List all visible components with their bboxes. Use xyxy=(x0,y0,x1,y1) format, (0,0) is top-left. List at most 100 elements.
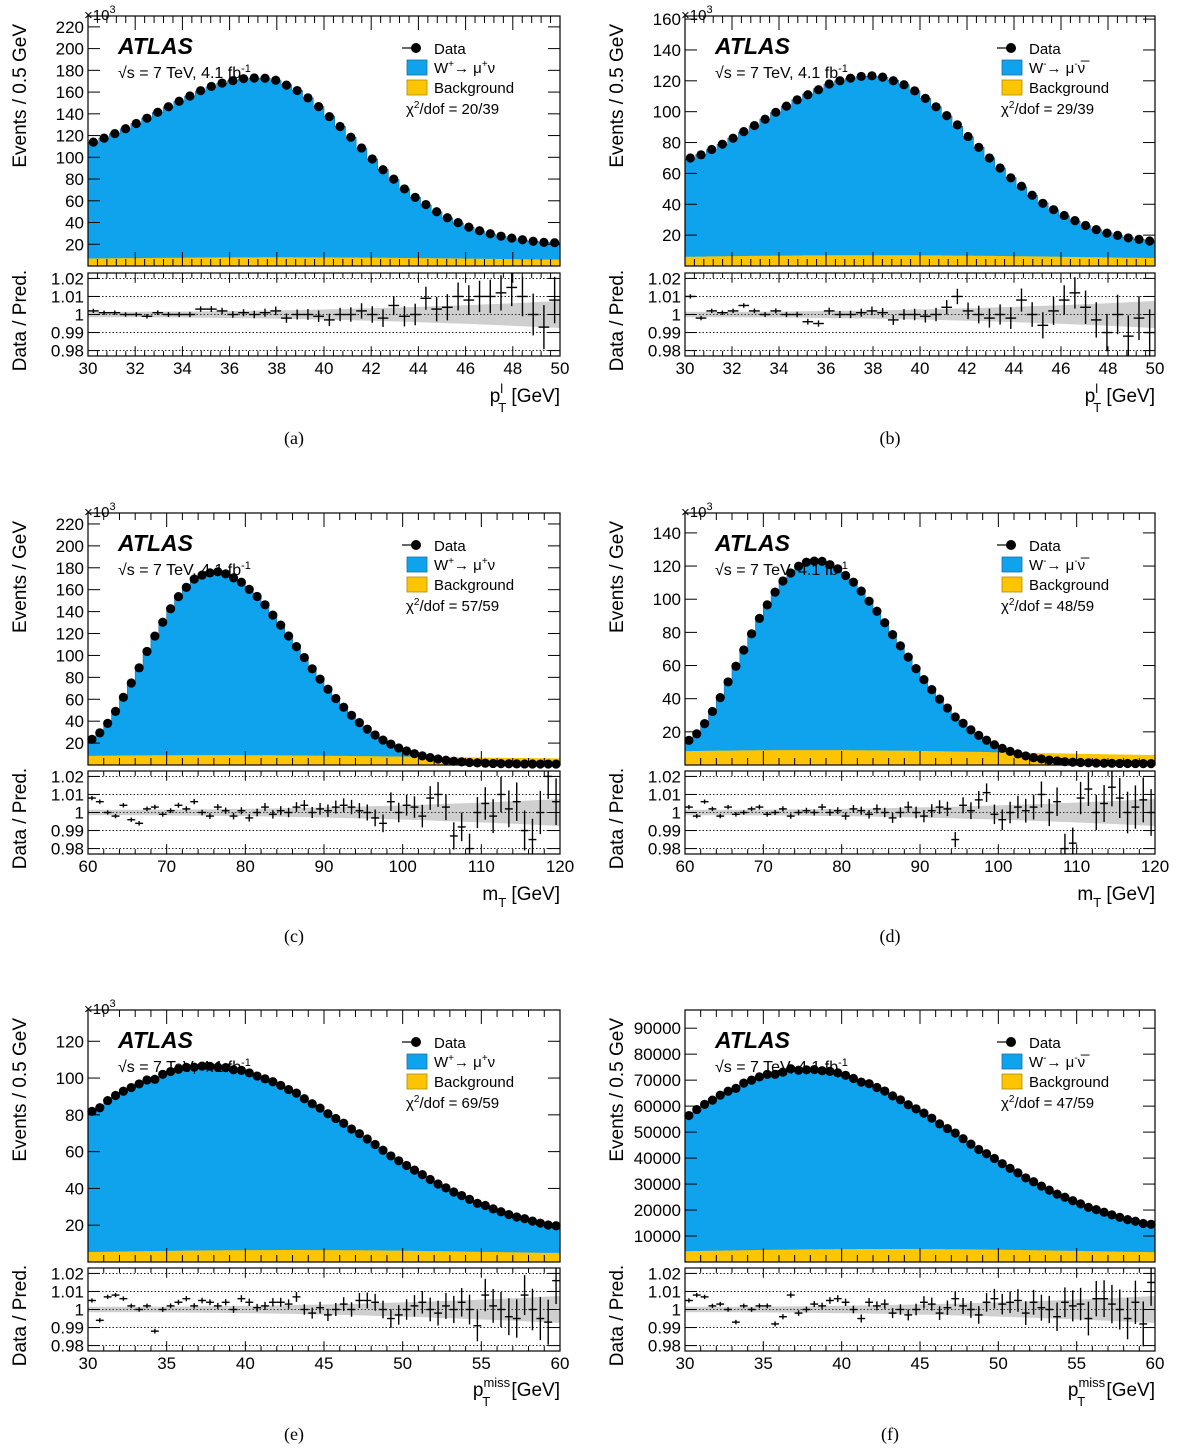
data-point xyxy=(984,153,995,163)
data-point xyxy=(997,1159,1007,1169)
signal-neutrino: ν xyxy=(488,1054,496,1071)
x-tick-label: 35 xyxy=(157,1354,176,1373)
data-point xyxy=(864,1079,874,1089)
x-axis-subscript: T xyxy=(482,1394,490,1409)
sqrt-symbol: √ xyxy=(715,1059,724,1076)
data-point xyxy=(150,1074,160,1084)
energy-text: s = 7 TeV, 4.1 fb xyxy=(127,65,241,82)
data-point xyxy=(335,121,345,132)
energy-text: s = 7 TeV, 4.1 fb xyxy=(127,562,241,579)
data-point xyxy=(1091,225,1101,235)
data-point xyxy=(346,132,356,142)
data-point xyxy=(551,1221,561,1231)
experiment-label: ATLAS xyxy=(714,1027,791,1053)
data-point xyxy=(260,600,270,610)
y-tick-label: 120 xyxy=(653,72,681,91)
data-point xyxy=(370,1139,380,1150)
data-point xyxy=(228,1065,239,1075)
data-point xyxy=(276,1080,286,1091)
y-tick-label: 80 xyxy=(65,668,84,687)
y-tick-label: 220 xyxy=(56,18,84,37)
chi-exponent: 2 xyxy=(414,100,420,111)
chart-panel-c: 20406080100120140160180200220×103Events … xyxy=(10,501,574,947)
legend-signal-label: W-→ μ-ν̅ xyxy=(1029,59,1090,77)
data-point xyxy=(856,586,866,596)
legend-signal-swatch xyxy=(1001,556,1023,573)
y-tick-label: 70000 xyxy=(634,1071,681,1090)
x-tick-label: 50 xyxy=(1146,359,1165,378)
data-point xyxy=(1005,1163,1015,1173)
x-tick-label: 40 xyxy=(315,359,334,378)
y-axis-multiplier: ×103 xyxy=(84,998,116,1018)
ratio-tick-label: 1.01 xyxy=(51,1282,84,1301)
data-point xyxy=(848,577,859,587)
ratio-tick-label: 1.02 xyxy=(51,767,84,786)
chi2-value: /dof = 69/59 xyxy=(419,1095,499,1112)
data-point xyxy=(362,1134,372,1144)
data-point xyxy=(793,1065,804,1075)
data-point xyxy=(1115,758,1125,769)
signal-arrow-muon: → μ xyxy=(454,60,482,77)
data-point xyxy=(880,1086,890,1096)
data-point xyxy=(238,74,249,84)
y-tick-label: 10000 xyxy=(634,1227,681,1246)
data-point xyxy=(394,743,404,753)
data-point xyxy=(1027,190,1037,200)
data-point xyxy=(825,560,835,570)
x-axis-unit: [GeV] xyxy=(506,1380,560,1401)
x-tick-label: 50 xyxy=(393,1354,412,1373)
data-point xyxy=(205,1061,215,1071)
data-point xyxy=(809,1065,819,1075)
data-point xyxy=(771,107,781,117)
signal-neutrino: ν xyxy=(488,557,496,574)
data-point xyxy=(331,693,341,704)
ratio-tick-label: 1 xyxy=(672,306,681,325)
chi2-value: /dof = 29/39 xyxy=(1014,101,1094,118)
data-point xyxy=(449,756,459,766)
data-point xyxy=(453,218,463,228)
data-point xyxy=(496,759,506,769)
x-tick-label: 70 xyxy=(157,857,176,876)
data-point xyxy=(268,1077,278,1087)
data-point xyxy=(856,71,866,82)
y-axis-label: Events / 0.5 GeV xyxy=(607,24,628,168)
signal-neutrino: ν̅ xyxy=(1078,1054,1091,1071)
experiment-label: ATLAS xyxy=(714,530,791,556)
ratio-tick-label: 1.02 xyxy=(648,767,681,786)
data-point xyxy=(213,567,223,577)
data-point xyxy=(1099,758,1109,768)
data-point xyxy=(236,577,246,587)
data-point xyxy=(196,86,206,96)
data-point xyxy=(817,556,827,566)
energy-luminosity-label: √s = 7 TeV, 4.1 fb-1 xyxy=(118,1057,251,1076)
data-point xyxy=(535,1218,545,1228)
data-point xyxy=(367,154,377,164)
data-point xyxy=(488,1204,498,1214)
data-point xyxy=(346,710,357,720)
data-point xyxy=(966,1139,976,1149)
luminosity-exponent: -1 xyxy=(241,63,251,75)
data-point xyxy=(539,237,549,247)
chi2-value: /dof = 57/59 xyxy=(419,598,499,615)
ratio-tick-label: 0.99 xyxy=(648,1319,681,1338)
x-tick-label: 38 xyxy=(864,359,883,378)
data-point xyxy=(110,128,120,139)
ratio-tick-label: 0.98 xyxy=(51,840,84,859)
data-point xyxy=(378,1145,388,1155)
data-point xyxy=(417,1170,427,1180)
chi-symbol: χ xyxy=(1001,598,1009,615)
energy-luminosity-label: √s = 7 TeV, 4.1 fb-1 xyxy=(118,63,251,82)
data-point xyxy=(963,131,973,142)
data-point xyxy=(281,80,292,90)
signal-charge: + xyxy=(448,59,454,70)
data-point xyxy=(228,573,239,583)
data-point xyxy=(1107,1210,1117,1220)
data-point xyxy=(409,749,420,759)
x-tick-label: 46 xyxy=(1052,359,1071,378)
data-point xyxy=(1059,210,1069,221)
data-point xyxy=(472,758,482,768)
x-tick-label: 100 xyxy=(388,857,416,876)
data-point xyxy=(888,76,898,86)
data-point xyxy=(485,229,495,239)
